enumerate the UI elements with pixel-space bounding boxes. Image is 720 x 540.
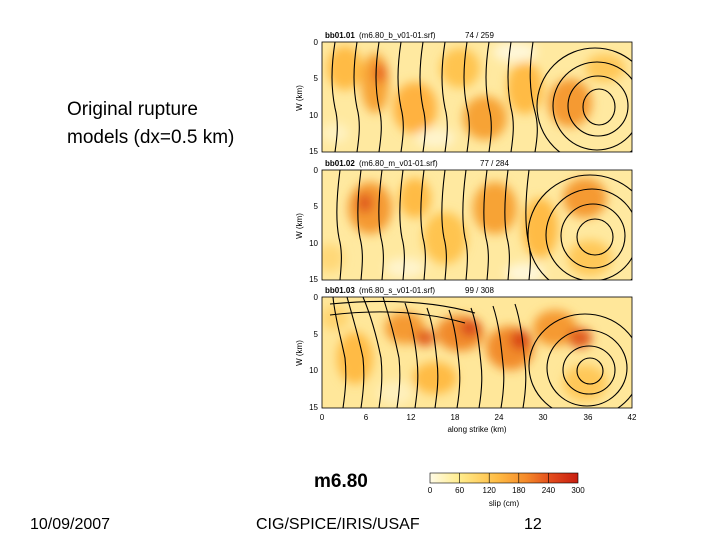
panel-3-title: bb01.03 [325,286,355,295]
panel-3-ytick-1: 5 [314,330,319,339]
panel-1-subtitle: (m6.80_b_v01-01.srf) [359,31,436,40]
cbar-tick-4: 240 [542,486,556,495]
footer-date: 10/09/2007 [30,516,111,533]
cbar-tick-5: 300 [571,486,585,495]
panel-2: bb01.02 (m6.80_m_v01-01.srf) 77 / 284 [295,159,633,284]
xtick-5: 30 [539,413,548,422]
panel-1-ytick-1: 5 [314,74,319,83]
panel-3-ytick-2: 10 [309,366,318,375]
panel-1-title: bb01.01 [325,31,355,40]
panel-2-ytick-1: 5 [314,202,319,211]
panel-1-ytick-2: 10 [309,111,318,120]
panel-2-title: bb01.02 [325,159,355,168]
xtick-3: 18 [451,413,460,422]
panel-2-count: 77 / 284 [480,159,509,168]
xtick-2: 12 [407,413,416,422]
cbar-tick-2: 120 [483,486,497,495]
panel-1-ylabel: W (km) [295,85,304,111]
cbar-tick-1: 60 [455,486,464,495]
panel-2-subtitle: (m6.80_m_v01-01.srf) [359,159,438,168]
panel-3: bb01.03 (m6.80_s_v01-01.srf) 99 / 308 [295,286,633,412]
caption-line-2: models (dx=0.5 km) [67,127,235,148]
panel-1-count: 74 / 259 [465,31,494,40]
panel-2-ytick-0: 0 [314,166,319,175]
xtick-0: 0 [320,413,325,422]
page-number: 12 [524,516,542,533]
cbar-tick-0: 0 [428,486,433,495]
xtick-4: 24 [495,413,504,422]
panel-1-ytick-0: 0 [314,38,319,47]
panel-3-ytick-3: 15 [309,403,318,412]
caption: Original rupture models (dx=0.5 km) [67,96,297,152]
xtick-6: 36 [584,413,593,422]
slip-colorbar: 0 60 120 180 240 300 slip (cm) [428,472,585,508]
rupture-figure: bb01.01 (m6.80_b_v01-01.srf) 74 / 259 [295,31,637,434]
caption-line-1: Original rupture [67,99,198,120]
panel-2-ylabel: W (km) [295,213,304,239]
panel-3-ytick-0: 0 [314,293,319,302]
cbar-label: slip (cm) [489,499,520,508]
x-axis-label: along strike (km) [447,425,506,434]
xtick-7: 42 [628,413,637,422]
x-axis: 0 6 12 18 24 30 36 42 along strike (km) [320,413,637,434]
panel-3-ylabel: W (km) [295,340,304,366]
footer-organization: CIG/SPICE/IRIS/USAF [256,516,420,533]
panel-1: bb01.01 (m6.80_b_v01-01.srf) 74 / 259 [295,31,633,156]
cbar-tick-3: 180 [512,486,526,495]
panel-2-ytick-3: 15 [309,275,318,284]
magnitude-label: m6.80 [314,471,368,492]
panel-3-subtitle: (m6.80_s_v01-01.srf) [359,286,435,295]
panel-2-ytick-2: 10 [309,239,318,248]
panel-3-count: 99 / 308 [465,286,494,295]
panel-1-ytick-3: 15 [309,147,318,156]
xtick-1: 6 [364,413,369,422]
